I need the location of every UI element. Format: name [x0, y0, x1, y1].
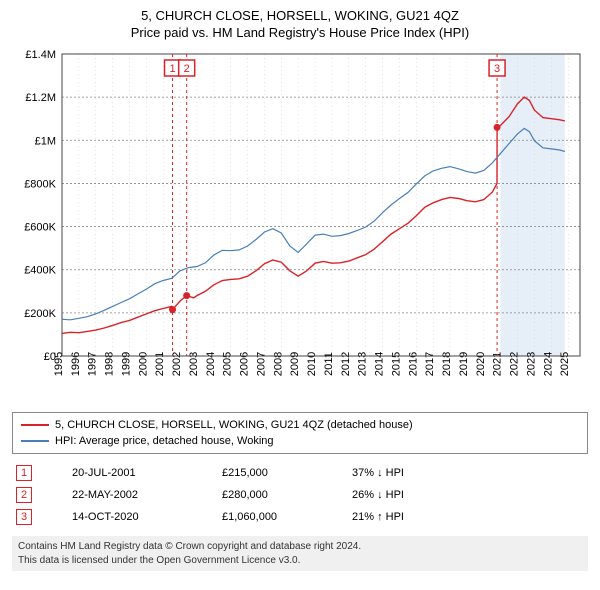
chart-title-subtitle: Price paid vs. HM Land Registry's House …: [12, 25, 588, 40]
svg-text:2003: 2003: [188, 352, 200, 376]
svg-text:£200K: £200K: [24, 308, 56, 320]
svg-text:£1.2M: £1.2M: [25, 92, 56, 104]
svg-text:2017: 2017: [424, 352, 436, 376]
svg-text:2025: 2025: [559, 352, 571, 376]
svg-text:2019: 2019: [458, 352, 470, 376]
svg-text:2014: 2014: [374, 352, 386, 376]
footer-line-2: This data is licensed under the Open Gov…: [18, 554, 582, 568]
svg-text:1: 1: [169, 63, 175, 75]
title-block: 5, CHURCH CLOSE, HORSELL, WOKING, GU21 4…: [12, 8, 588, 40]
price-event-table: 1 20-JUL-2001£215,00037% ↓ HPI 2 22-MAY-200…: [12, 462, 588, 528]
footer-attribution: Contains HM Land Registry data © Crown c…: [12, 536, 588, 571]
legend-label: HPI: Average price, detached house, Woki…: [55, 435, 274, 447]
svg-text:1997: 1997: [87, 352, 99, 376]
svg-text:1995: 1995: [53, 352, 65, 376]
legend-swatch: [21, 424, 49, 426]
event-hpi-diff: 21% ↑ HPI: [352, 511, 404, 523]
event-date: 20-JUL-2001: [72, 467, 222, 479]
svg-text:2006: 2006: [239, 352, 251, 376]
svg-text:1996: 1996: [70, 352, 82, 376]
legend: 5, CHURCH CLOSE, HORSELL, WOKING, GU21 4…: [12, 412, 588, 454]
svg-text:£1.4M: £1.4M: [25, 49, 56, 61]
svg-text:2008: 2008: [272, 352, 284, 376]
svg-text:2013: 2013: [357, 352, 369, 376]
event-index-box: 2: [16, 487, 32, 503]
event-price: £1,060,000: [222, 511, 352, 523]
svg-text:2020: 2020: [475, 352, 487, 376]
svg-text:2024: 2024: [542, 352, 554, 376]
svg-text:1999: 1999: [120, 352, 132, 376]
svg-text:2000: 2000: [137, 352, 149, 376]
event-hpi-diff: 37% ↓ HPI: [352, 467, 404, 479]
svg-text:2007: 2007: [255, 352, 267, 376]
svg-text:£600K: £600K: [24, 222, 56, 234]
event-price: £280,000: [222, 489, 352, 501]
legend-swatch: [21, 440, 49, 442]
event-index-box: 1: [16, 465, 32, 481]
legend-row: 5, CHURCH CLOSE, HORSELL, WOKING, GU21 4…: [21, 417, 579, 433]
event-index-box: 3: [16, 509, 32, 525]
svg-text:3: 3: [494, 63, 500, 75]
svg-text:2012: 2012: [340, 352, 352, 376]
price-event-row: 2 22-MAY-2002£280,00026% ↓ HPI: [12, 484, 588, 506]
svg-text:2018: 2018: [441, 352, 453, 376]
svg-text:2016: 2016: [407, 352, 419, 376]
price-event-row: 3 14-OCT-2020£1,060,00021% ↑ HPI: [12, 506, 588, 528]
svg-text:2004: 2004: [205, 352, 217, 376]
svg-text:2009: 2009: [289, 352, 301, 376]
svg-text:£800K: £800K: [24, 178, 56, 190]
legend-row: HPI: Average price, detached house, Woki…: [21, 433, 579, 449]
event-hpi-diff: 26% ↓ HPI: [352, 489, 404, 501]
svg-text:2001: 2001: [154, 352, 166, 376]
svg-text:1998: 1998: [104, 352, 116, 376]
svg-text:2005: 2005: [222, 352, 234, 376]
svg-text:2023: 2023: [525, 352, 537, 376]
chart-plot-area: £0£200K£400K£600K£800K£1M£1.2M£1.4M19951…: [12, 46, 588, 406]
svg-text:2010: 2010: [306, 352, 318, 376]
svg-text:£1M: £1M: [35, 135, 56, 147]
chart-svg: £0£200K£400K£600K£800K£1M£1.2M£1.4M19951…: [12, 46, 588, 406]
svg-text:2015: 2015: [390, 352, 402, 376]
event-date: 14-OCT-2020: [72, 511, 222, 523]
footer-line-1: Contains HM Land Registry data © Crown c…: [18, 540, 582, 554]
svg-text:2021: 2021: [492, 352, 504, 376]
event-price: £215,000: [222, 467, 352, 479]
chart-container: 5, CHURCH CLOSE, HORSELL, WOKING, GU21 4…: [0, 0, 600, 577]
event-date: 22-MAY-2002: [72, 489, 222, 501]
legend-label: 5, CHURCH CLOSE, HORSELL, WOKING, GU21 4…: [55, 419, 413, 431]
svg-text:2: 2: [184, 63, 190, 75]
svg-text:2022: 2022: [509, 352, 521, 376]
svg-text:£400K: £400K: [24, 265, 56, 277]
price-event-row: 1 20-JUL-2001£215,00037% ↓ HPI: [12, 462, 588, 484]
chart-title-address: 5, CHURCH CLOSE, HORSELL, WOKING, GU21 4…: [12, 8, 588, 23]
